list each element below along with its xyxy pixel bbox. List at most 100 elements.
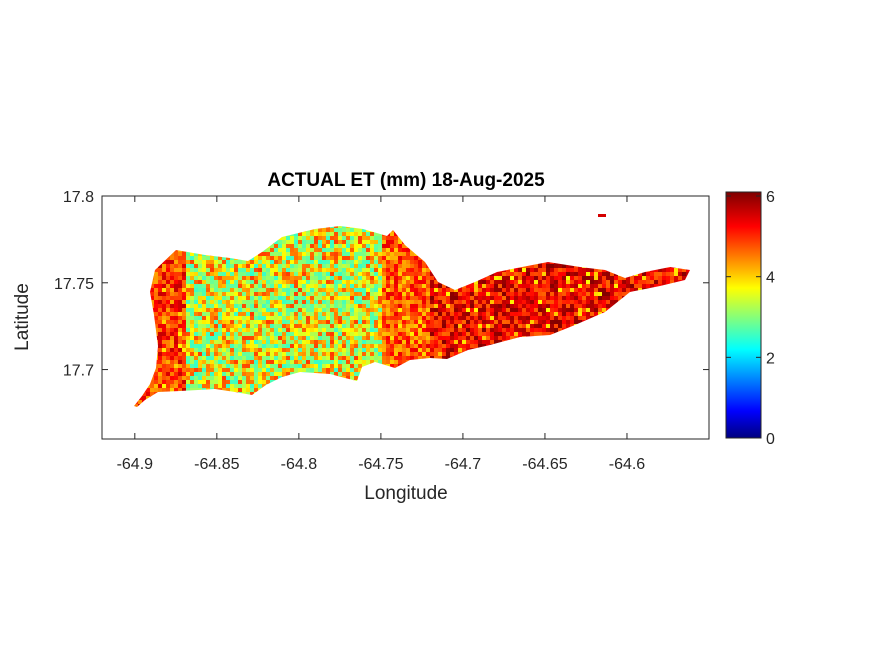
heatmap-cell — [442, 320, 446, 324]
heatmap-cell — [302, 232, 306, 236]
heatmap-cell — [466, 296, 470, 300]
heatmap-cell — [302, 336, 306, 340]
heatmap-cell — [654, 280, 658, 284]
heatmap-cell — [194, 292, 198, 296]
heatmap-cell — [374, 352, 378, 356]
heatmap-cell — [578, 292, 582, 296]
heatmap-cell — [282, 356, 286, 360]
heatmap-cell — [578, 320, 582, 324]
heatmap-cell — [286, 248, 290, 252]
heatmap-cell — [354, 244, 358, 248]
heatmap-cell — [394, 292, 398, 296]
heatmap-cell — [518, 316, 522, 320]
heatmap-cell — [410, 324, 414, 328]
heatmap-cell — [302, 252, 306, 256]
heatmap-cell — [246, 340, 250, 344]
heatmap-cell — [406, 352, 410, 356]
heatmap-cell — [562, 292, 566, 296]
heatmap-cell — [326, 280, 330, 284]
heatmap-cell — [474, 288, 478, 292]
heatmap-cell — [310, 232, 314, 236]
heatmap-cell — [194, 332, 198, 336]
heatmap-cell — [434, 304, 438, 308]
heatmap-cell — [266, 300, 270, 304]
heatmap-cell — [178, 260, 182, 264]
heatmap-cell — [294, 316, 298, 320]
heatmap-cell — [342, 340, 346, 344]
heatmap-cell — [298, 232, 302, 236]
heatmap-cell — [242, 316, 246, 320]
heatmap-cell — [370, 328, 374, 332]
heatmap-cell — [602, 276, 606, 280]
heatmap-cell — [502, 312, 506, 316]
heatmap-cell — [162, 280, 166, 284]
heatmap-cell — [406, 272, 410, 276]
heatmap-cell — [258, 348, 262, 352]
heatmap-cell — [266, 256, 270, 260]
heatmap-cell — [278, 344, 282, 348]
heatmap-cell — [386, 264, 390, 268]
heatmap-cell — [538, 280, 542, 284]
heatmap-cell — [398, 324, 402, 328]
heatmap-cell — [154, 272, 158, 276]
heatmap-cell — [358, 292, 362, 296]
heatmap-cell — [358, 228, 362, 232]
heatmap-cell — [426, 352, 430, 356]
heatmap-cell — [238, 308, 242, 312]
heatmap-cell — [186, 284, 190, 288]
heatmap-cell — [254, 260, 258, 264]
heatmap-cell — [470, 340, 474, 344]
heatmap-cell — [238, 272, 242, 276]
heatmap-cell — [390, 280, 394, 284]
heatmap-cell — [562, 296, 566, 300]
heatmap-cell — [382, 348, 386, 352]
heatmap-cell — [506, 272, 510, 276]
heatmap-cell — [558, 292, 562, 296]
heatmap-cell — [194, 304, 198, 308]
heatmap-cell — [638, 288, 642, 292]
heatmap-cell — [334, 340, 338, 344]
heatmap-cell — [482, 312, 486, 316]
heatmap-cell — [478, 340, 482, 344]
heatmap-cell — [402, 300, 406, 304]
heatmap-cell — [534, 296, 538, 300]
heatmap-cell — [262, 252, 266, 256]
heatmap-cell — [566, 276, 570, 280]
heatmap-cell — [330, 320, 334, 324]
heatmap-cell — [302, 280, 306, 284]
heatmap-cell — [342, 300, 346, 304]
heatmap-cell — [658, 284, 662, 288]
heatmap-cell — [358, 264, 362, 268]
heatmap-cell — [154, 324, 158, 328]
heatmap-cell — [426, 308, 430, 312]
heatmap-cell — [434, 300, 438, 304]
heatmap-cell — [570, 320, 574, 324]
heatmap-cell — [290, 304, 294, 308]
heatmap-cell — [346, 260, 350, 264]
heatmap-cell — [362, 316, 366, 320]
heatmap-cell — [494, 284, 498, 288]
heatmap-cell — [362, 260, 366, 264]
heatmap-cell — [362, 228, 366, 232]
heatmap-cell — [358, 348, 362, 352]
heatmap-cell — [322, 292, 326, 296]
heatmap-cell — [410, 276, 414, 280]
heatmap-cell — [570, 288, 574, 292]
heatmap-cell — [334, 332, 338, 336]
heatmap-cell — [442, 312, 446, 316]
heatmap-cell — [498, 324, 502, 328]
heatmap-cell — [598, 292, 602, 296]
heatmap-cell — [410, 352, 414, 356]
heatmap-cell — [338, 236, 342, 240]
heatmap-cell — [350, 352, 354, 356]
heatmap-cell — [378, 340, 382, 344]
heatmap-cell — [254, 256, 258, 260]
heatmap-cell — [298, 272, 302, 276]
heatmap-cell — [430, 352, 434, 356]
heatmap-cell — [386, 320, 390, 324]
heatmap-cell — [234, 264, 238, 268]
heatmap-cell — [626, 276, 630, 280]
heatmap-cell — [498, 276, 502, 280]
heatmap-cell — [510, 272, 514, 276]
heatmap-cell — [454, 340, 458, 344]
